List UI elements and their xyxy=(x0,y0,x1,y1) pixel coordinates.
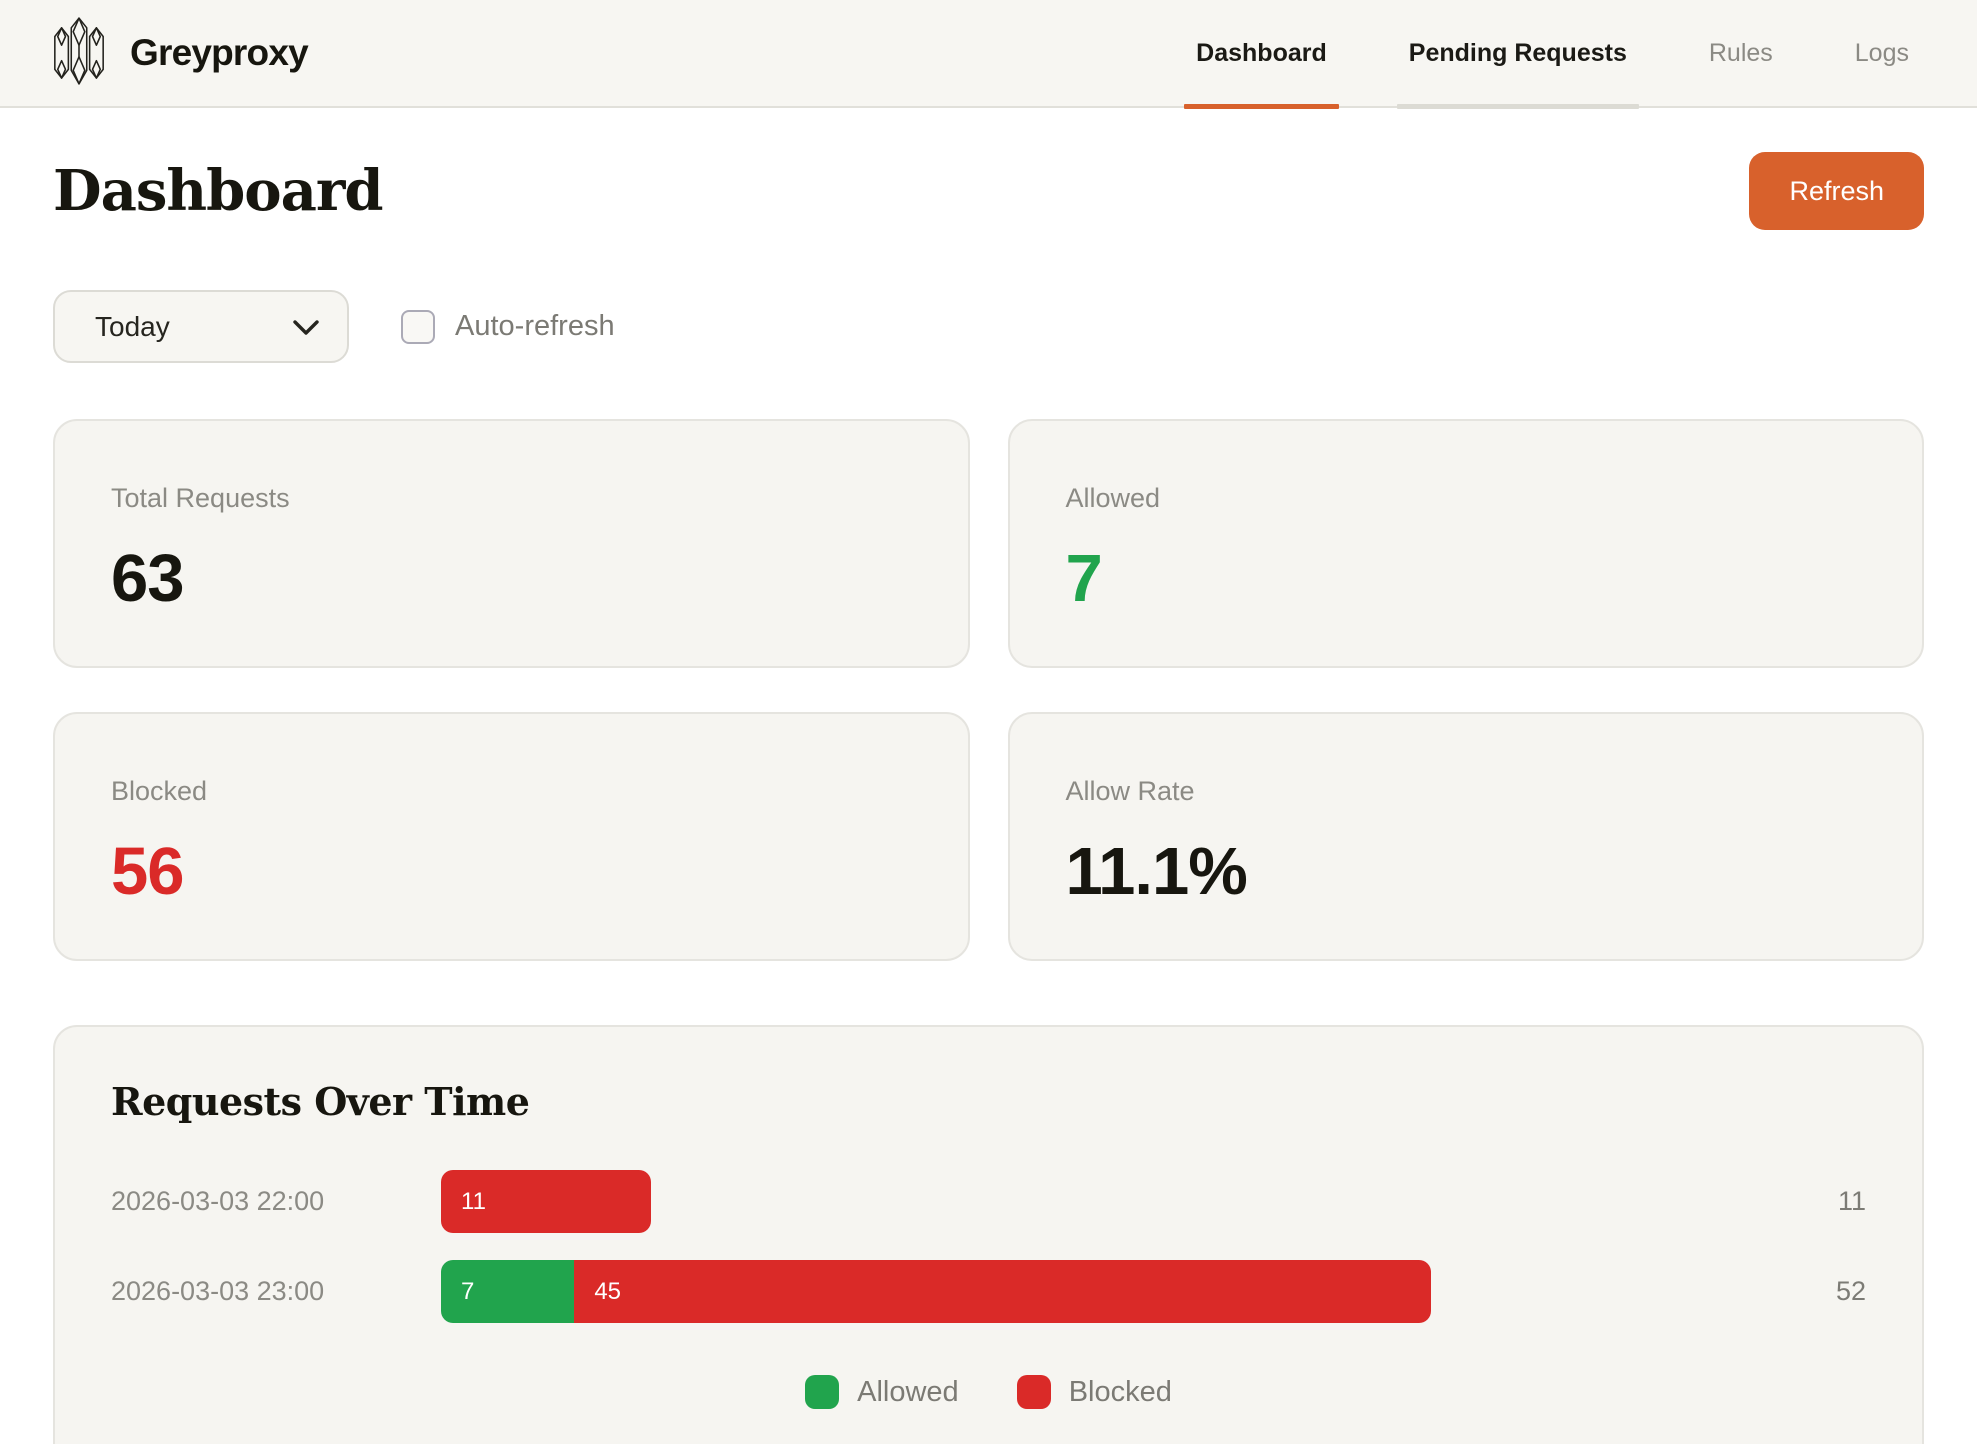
legend-swatch-icon xyxy=(805,1375,840,1409)
chevron-down-icon xyxy=(293,311,319,343)
stat-label: Blocked xyxy=(111,776,208,806)
chart-rows: 2026-03-03 22:00 11 11 2026-03-03 23:00 7 45 5… xyxy=(111,1170,1866,1323)
chart-row: 2026-03-03 23:00 7 45 52 xyxy=(111,1260,1866,1323)
legend-label: Allowed xyxy=(857,1375,959,1408)
nav-tab-rules[interactable]: Rules xyxy=(1697,0,1785,107)
bar-segment-value: 11 xyxy=(461,1187,486,1215)
stat-cards-grid: Total Requests 63 Allowed 7 Blocked 56 A… xyxy=(53,419,1924,961)
auto-refresh-label: Auto-refresh xyxy=(455,310,615,342)
refresh-button[interactable]: Refresh xyxy=(1749,152,1924,230)
stat-card-allow-rate: Allow Rate 11.1% xyxy=(1007,712,1924,961)
chart-row-bar-track: 11 xyxy=(441,1170,1774,1233)
stat-label: Allow Rate xyxy=(1065,776,1195,806)
time-range-select[interactable]: Today xyxy=(53,290,349,363)
nav-tab-rules-label: Rules xyxy=(1708,38,1773,67)
stat-value: 63 xyxy=(111,541,185,616)
nav-tab-dashboard[interactable]: Dashboard xyxy=(1184,0,1339,109)
bar-segment-value: 7 xyxy=(461,1277,475,1305)
legend-item-allowed: Allowed xyxy=(805,1375,959,1409)
page-title: Dashboard xyxy=(53,158,384,224)
page-header: Dashboard Refresh xyxy=(53,152,1924,230)
requests-over-time-card: Requests Over Time 2026-03-03 22:00 11 11 2… xyxy=(53,1025,1924,1444)
nav-tab-pending-requests[interactable]: Pending Requests xyxy=(1396,0,1639,109)
main-nav: Dashboard Pending Requests Rules Logs xyxy=(1184,0,1921,109)
bar-segment-blocked: 45 xyxy=(574,1260,1432,1323)
stat-value: 56 xyxy=(111,834,185,909)
time-range-selected-value: Today xyxy=(95,310,170,342)
tab-underline xyxy=(1843,104,1921,109)
legend-item-blocked: Blocked xyxy=(1016,1375,1172,1409)
chart-title: Requests Over Time xyxy=(111,1079,530,1124)
auto-refresh-control: Auto-refresh xyxy=(401,309,615,344)
tab-underline xyxy=(1697,104,1785,109)
brand: Greyproxy xyxy=(50,15,309,92)
chart-row-total: 52 xyxy=(1835,1276,1866,1306)
bar-segment-blocked: 11 xyxy=(441,1170,651,1233)
nav-tab-pending-requests-label: Pending Requests xyxy=(1408,38,1627,67)
stat-value: 7 xyxy=(1065,541,1103,616)
stat-card-blocked: Blocked 56 xyxy=(53,712,970,961)
nav-tab-logs-label: Logs xyxy=(1854,38,1909,67)
legend-label: Blocked xyxy=(1068,1375,1172,1408)
stat-label: Allowed xyxy=(1065,483,1161,513)
hover-tab-underline xyxy=(1396,104,1639,109)
nav-tab-dashboard-label: Dashboard xyxy=(1196,38,1327,67)
dashboard-page: Dashboard Refresh Today Auto-refresh Tot… xyxy=(0,108,1977,1444)
active-tab-underline xyxy=(1184,104,1339,109)
dashboard-controls: Today Auto-refresh xyxy=(53,290,1924,363)
stat-label: Total Requests xyxy=(111,483,290,513)
chart-row-time-label: 2026-03-03 22:00 xyxy=(111,1186,325,1216)
chart-row-bar-track: 7 45 xyxy=(441,1260,1774,1323)
stat-card-allowed: Allowed 7 xyxy=(1007,419,1924,668)
chart-legend: Allowed Blocked xyxy=(111,1375,1866,1409)
chart-row-total: 11 xyxy=(1837,1186,1866,1216)
auto-refresh-checkbox[interactable] xyxy=(401,309,435,344)
brand-name: Greyproxy xyxy=(130,32,309,73)
top-navigation-bar: Greyproxy Dashboard Pending Requests Rul… xyxy=(0,0,1977,109)
bar-segment-allowed: 7 xyxy=(441,1260,575,1323)
stat-value: 11.1% xyxy=(1065,834,1248,909)
chart-row: 2026-03-03 22:00 11 11 xyxy=(111,1170,1866,1233)
chart-row-time-label: 2026-03-03 23:00 xyxy=(111,1276,325,1306)
bar-segment-value: 45 xyxy=(594,1277,622,1305)
stat-card-total-requests: Total Requests 63 xyxy=(53,419,970,668)
nav-tab-logs[interactable]: Logs xyxy=(1843,0,1921,107)
greyproxy-logo-icon xyxy=(50,15,108,92)
legend-swatch-icon xyxy=(1016,1375,1051,1409)
